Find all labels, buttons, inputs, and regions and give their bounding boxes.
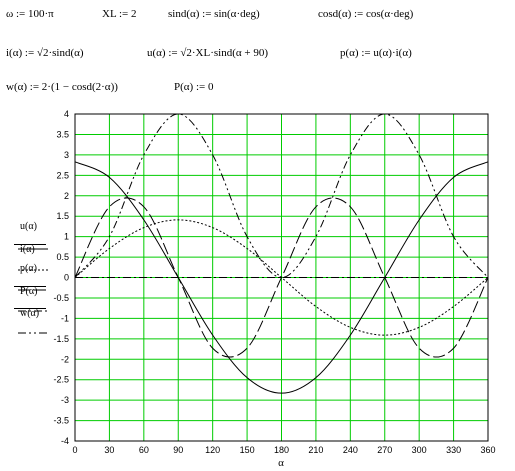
x-tick-label: 120 — [205, 445, 220, 455]
y-tick-label: -1.5 — [53, 334, 69, 344]
x-tick-label: 360 — [480, 445, 495, 455]
y-tick-label: -0.5 — [53, 293, 69, 303]
y-tick-label: 2 — [64, 191, 69, 201]
legend-label-P: P(α) — [14, 286, 46, 298]
x-tick-label: 270 — [377, 445, 392, 455]
definitions-panel: ω := 100·π XL := 2 sind(α) := sin(α·deg)… — [0, 0, 515, 110]
x-tick-label: 30 — [104, 445, 114, 455]
x-tick-label: 240 — [343, 445, 358, 455]
y-tick-label: 1.5 — [56, 211, 69, 221]
legend-p: p(α) — [14, 263, 50, 284]
legend-u: u(α) — [14, 221, 50, 242]
legend-label-p: p(α) — [20, 263, 37, 274]
definition-i: i(α) := √2·sind(α) — [6, 47, 84, 59]
y-tick-label: 2.5 — [56, 170, 69, 180]
x-tick-label: 150 — [240, 445, 255, 455]
y-tick-label: 3.5 — [56, 129, 69, 139]
x-tick-label: 0 — [72, 445, 77, 455]
series-line-0 — [74, 161, 489, 394]
y-tick-label: 0 — [64, 273, 69, 283]
x-tick-label: 90 — [173, 445, 183, 455]
definition-omega: ω := 100·π — [6, 8, 54, 20]
y-tick-label: 1 — [64, 232, 69, 242]
y-tick-label: 0.5 — [56, 252, 69, 262]
chart-ticks: 0 30 60 90 120 150 180 210 240 270 300 330 360-4-3.5… — [53, 109, 495, 455]
definition-w: w(α) := 2·(1 − cosd(2·α)) — [6, 81, 118, 93]
legend-P: P(α) — [14, 286, 50, 306]
legend-label-w: w(α) — [14, 308, 46, 320]
series-line-4 — [74, 113, 489, 279]
definition-sind: sind(α) := sin(α·deg) — [168, 8, 260, 20]
y-tick-label: -2.5 — [53, 375, 69, 385]
x-tick-label: 60 — [139, 445, 149, 455]
x-tick-label: 180 — [274, 445, 289, 455]
x-tick-label: 300 — [412, 445, 427, 455]
chart-series — [74, 113, 489, 394]
y-tick-label: -3.5 — [53, 416, 69, 426]
series-line-2 — [74, 197, 489, 358]
definition-cosd: cosd(α) := cos(α·deg) — [318, 8, 414, 20]
x-tick-label: 330 — [446, 445, 461, 455]
x-tick-label: 210 — [308, 445, 323, 455]
y-tick-label: -1 — [61, 313, 69, 323]
x-axis-label: α — [278, 457, 284, 469]
y-tick-label: -2 — [61, 354, 69, 364]
definition-p: p(α) := u(α)·i(α) — [340, 47, 412, 59]
definition-xl: XL := 2 — [102, 8, 137, 20]
y-tick-label: 4 — [64, 109, 69, 119]
y-tick-label: -3 — [61, 395, 69, 405]
y-tick-label: 3 — [64, 150, 69, 160]
definition-P: P(α) := 0 — [174, 81, 214, 93]
legend-label-u: u(α) — [20, 221, 37, 232]
y-tick-label: -4 — [61, 436, 69, 446]
legend-w: w(α) — [14, 308, 50, 328]
definition-u: u(α) := √2·XL·sind(α + 90) — [147, 47, 269, 59]
